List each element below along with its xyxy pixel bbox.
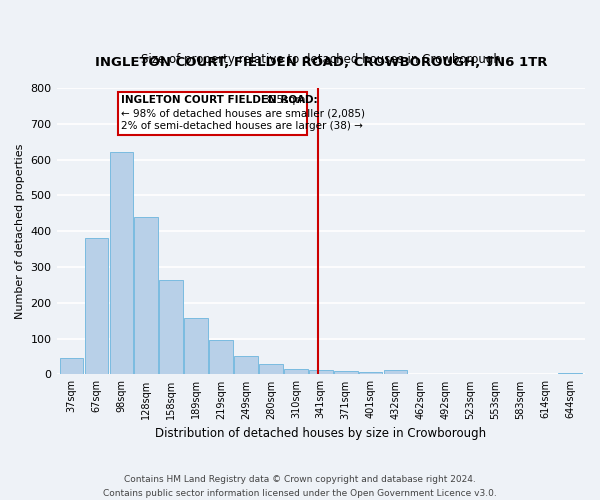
Bar <box>309 370 332 374</box>
Bar <box>384 370 407 374</box>
Bar <box>558 372 582 374</box>
Bar <box>134 217 158 374</box>
Bar <box>160 280 183 374</box>
Bar <box>209 340 233 374</box>
Text: INGLETON COURT FIELDEN ROAD:: INGLETON COURT FIELDEN ROAD: <box>121 95 318 105</box>
Text: ← 98% of detached houses are smaller (2,085): ← 98% of detached houses are smaller (2,… <box>121 109 365 119</box>
Bar <box>334 371 358 374</box>
Bar <box>85 238 108 374</box>
Bar <box>59 358 83 374</box>
Bar <box>259 364 283 374</box>
Text: 325sqm: 325sqm <box>260 95 305 105</box>
Bar <box>184 318 208 374</box>
Y-axis label: Number of detached properties: Number of detached properties <box>15 144 25 319</box>
Title: Size of property relative to detached houses in Crowborough: Size of property relative to detached ho… <box>141 53 501 66</box>
Bar <box>234 356 258 374</box>
Bar <box>359 372 382 374</box>
FancyBboxPatch shape <box>118 92 307 134</box>
Text: Contains HM Land Registry data © Crown copyright and database right 2024.
Contai: Contains HM Land Registry data © Crown c… <box>103 476 497 498</box>
X-axis label: Distribution of detached houses by size in Crowborough: Distribution of detached houses by size … <box>155 427 487 440</box>
Bar <box>284 369 308 374</box>
Bar <box>110 152 133 374</box>
Text: 2% of semi-detached houses are larger (38) →: 2% of semi-detached houses are larger (3… <box>121 121 363 131</box>
Text: INGLETON COURT, FIELDEN ROAD, CROWBOROUGH, TN6 1TR: INGLETON COURT, FIELDEN ROAD, CROWBOROUG… <box>95 56 547 70</box>
